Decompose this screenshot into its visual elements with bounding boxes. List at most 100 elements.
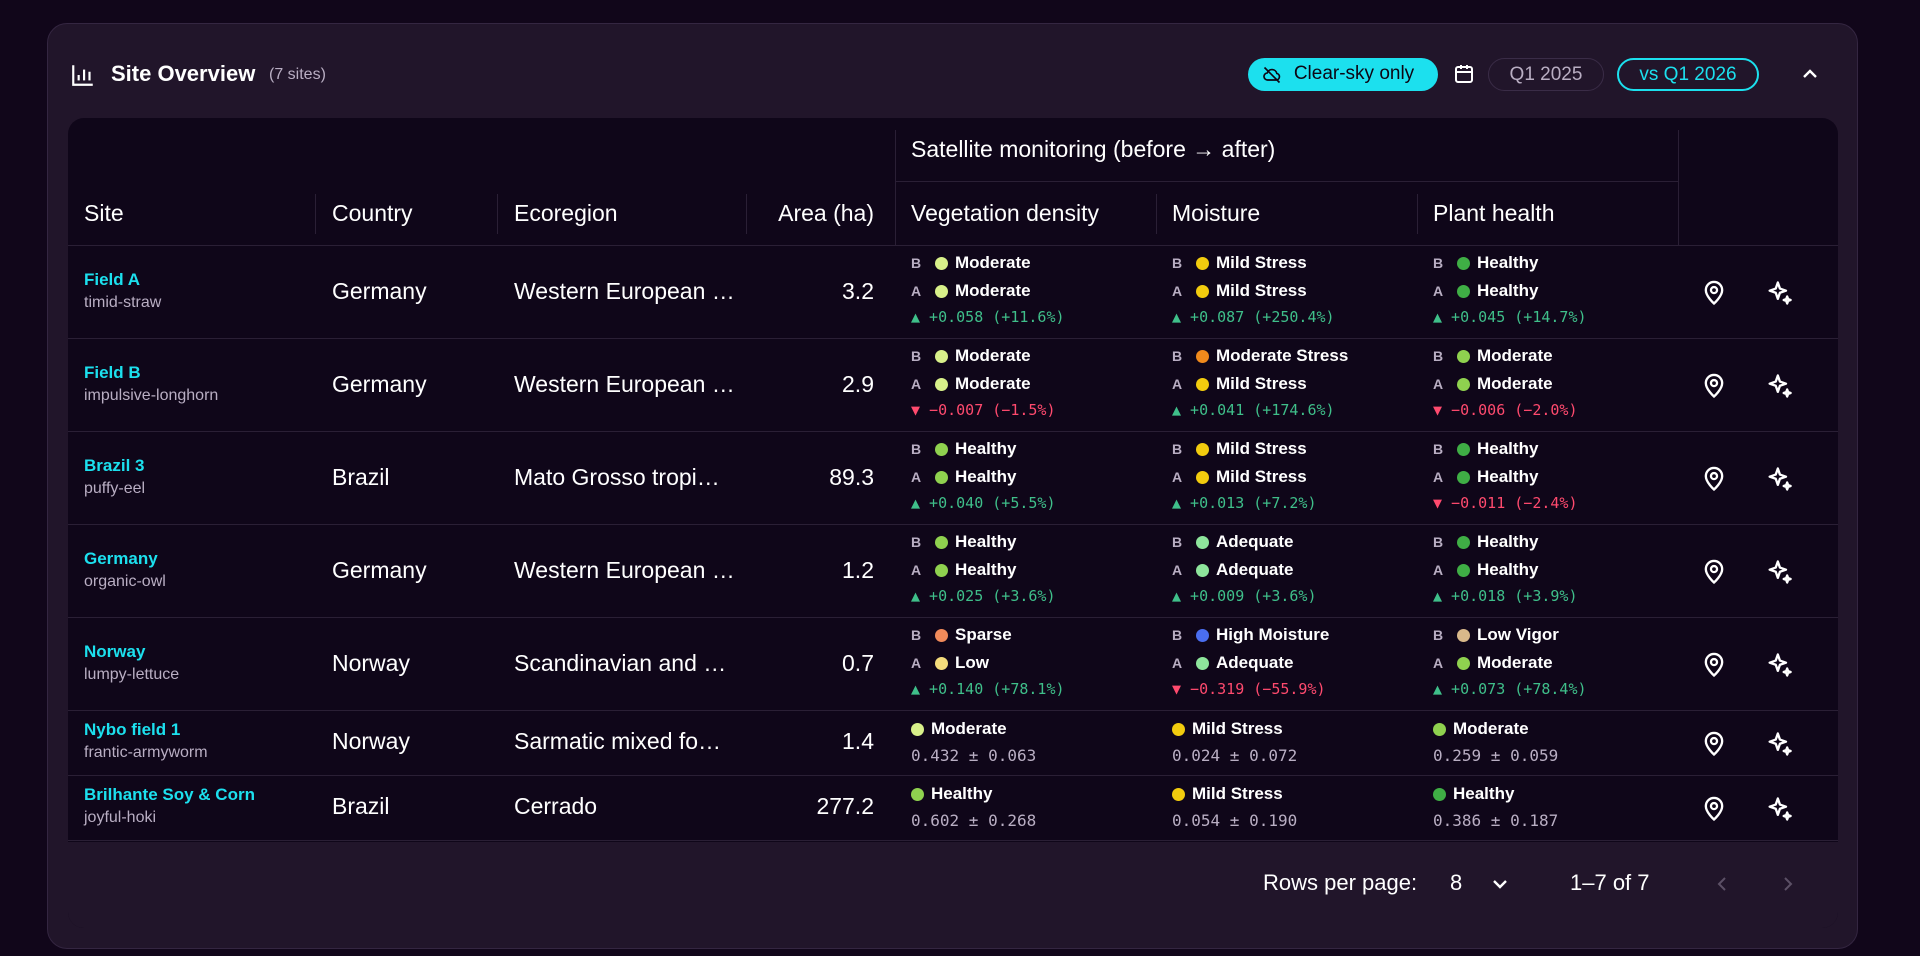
status-dot bbox=[1457, 563, 1470, 577]
status-dot bbox=[1172, 787, 1185, 801]
status-before: Healthy bbox=[1477, 253, 1539, 272]
status-dot bbox=[911, 787, 924, 801]
sparkles-icon[interactable] bbox=[1765, 558, 1793, 586]
site-name-link[interactable]: Field A bbox=[84, 270, 141, 289]
status-value: Mild Stress bbox=[1192, 784, 1283, 803]
sparkles-icon[interactable] bbox=[1765, 279, 1793, 307]
status-dot bbox=[1196, 470, 1209, 484]
status-before: Healthy bbox=[955, 532, 1017, 551]
index-value: 0.259 ± 0.059 bbox=[1433, 746, 1559, 765]
sparkles-icon[interactable] bbox=[1765, 795, 1793, 823]
status-value: Moderate bbox=[1453, 719, 1529, 738]
sparkles-icon[interactable] bbox=[1765, 730, 1793, 758]
delta-value: ▼ −0.011 (−2.4%) bbox=[1433, 494, 1578, 512]
status-dot bbox=[1457, 349, 1470, 363]
after-marker: A bbox=[911, 469, 922, 485]
after-marker: A bbox=[1433, 655, 1444, 671]
status-dot bbox=[935, 256, 948, 270]
site-name-link[interactable]: Field B bbox=[84, 363, 141, 382]
status-dot bbox=[1457, 470, 1470, 484]
status-dot bbox=[911, 722, 924, 736]
table-row[interactable]: Germany organic-owl Germany Western Europea… bbox=[68, 525, 1838, 618]
col-veg[interactable]: Vegetation density bbox=[911, 200, 1099, 226]
status-dot bbox=[935, 470, 948, 484]
cloud-off-icon bbox=[1263, 66, 1281, 84]
delta-value: ▲ +0.058 (+11.6%) bbox=[911, 308, 1065, 326]
table-row[interactable]: Field A timid-straw Germany Western Europea… bbox=[68, 246, 1838, 339]
map-pin-icon[interactable] bbox=[1700, 279, 1728, 307]
status-after: Mild Stress bbox=[1216, 281, 1307, 300]
status-dot bbox=[1457, 628, 1470, 642]
compare-chip[interactable]: vs Q1 2026 bbox=[1617, 58, 1759, 91]
index-value: 0.054 ± 0.190 bbox=[1172, 811, 1298, 830]
site-name-link[interactable]: Brazil 3 bbox=[84, 456, 145, 475]
status-dot bbox=[1457, 284, 1470, 298]
map-pin-icon[interactable] bbox=[1700, 795, 1728, 823]
site-slug: puffy-eel bbox=[84, 480, 146, 497]
period-chip[interactable]: Q1 2025 bbox=[1488, 58, 1604, 91]
status-dot bbox=[1196, 377, 1209, 391]
before-marker: B bbox=[911, 348, 922, 364]
country-cell: Brazil bbox=[332, 793, 390, 819]
ecoregion-cell: Cerrado bbox=[514, 793, 598, 819]
country-cell: Germany bbox=[332, 278, 427, 304]
chevron-up-icon[interactable] bbox=[1798, 62, 1822, 86]
status-before: Healthy bbox=[1477, 439, 1539, 458]
rows-per-page-select[interactable]: 8 bbox=[1450, 870, 1463, 895]
delta-value: ▲ +0.025 (+3.6%) bbox=[911, 587, 1056, 605]
col-moisture[interactable]: Moisture bbox=[1172, 200, 1261, 226]
status-value: Healthy bbox=[1453, 784, 1515, 803]
status-dot bbox=[935, 349, 948, 363]
table-row[interactable]: Field B impulsive-longhorn Germany Western … bbox=[68, 339, 1838, 432]
map-pin-icon[interactable] bbox=[1700, 651, 1728, 679]
clear-sky-toggle[interactable]: Clear-sky only bbox=[1248, 58, 1438, 91]
site-name-link[interactable]: Brilhante Soy & Corn bbox=[84, 785, 255, 804]
delta-value: ▲ +0.009 (+3.6%) bbox=[1172, 587, 1317, 605]
status-before: Sparse bbox=[955, 625, 1012, 644]
site-name-link[interactable]: Norway bbox=[84, 642, 146, 661]
chevron-left-icon[interactable] bbox=[1710, 872, 1734, 896]
status-dot bbox=[1196, 535, 1209, 549]
delta-value: ▲ +0.013 (+7.2%) bbox=[1172, 494, 1317, 512]
sparkles-icon[interactable] bbox=[1765, 372, 1793, 400]
after-marker: A bbox=[911, 283, 922, 299]
status-dot bbox=[935, 656, 948, 670]
before-marker: B bbox=[1172, 348, 1183, 364]
chevron-down-icon[interactable] bbox=[1488, 872, 1512, 896]
map-pin-icon[interactable] bbox=[1700, 372, 1728, 400]
status-dot bbox=[1433, 722, 1446, 736]
col-ecoregion[interactable]: Ecoregion bbox=[514, 200, 618, 226]
calendar-icon[interactable] bbox=[1452, 62, 1476, 86]
col-site[interactable]: Site bbox=[84, 200, 124, 226]
rows-per-page-label: Rows per page: bbox=[1263, 870, 1418, 895]
col-health[interactable]: Plant health bbox=[1433, 200, 1555, 226]
country-cell: Brazil bbox=[332, 464, 390, 490]
sparkles-icon[interactable] bbox=[1765, 651, 1793, 679]
ecoregion-cell: Mato Grosso tropi… bbox=[514, 464, 720, 490]
card-header: Site Overview (7 sites) Clear-sky only Q… bbox=[48, 24, 1857, 124]
status-after: Moderate bbox=[1477, 374, 1553, 393]
map-pin-icon[interactable] bbox=[1700, 558, 1728, 586]
table-row[interactable]: Norway lumpy-lettuce Norway Scandinavian an… bbox=[68, 618, 1838, 711]
status-after: Healthy bbox=[1477, 560, 1539, 579]
site-name-link[interactable]: Germany bbox=[84, 549, 158, 568]
table-row[interactable]: Nybo field 1 frantic-armyworm Norway Sarmat… bbox=[68, 711, 1838, 776]
status-after: Mild Stress bbox=[1216, 467, 1307, 486]
table-row[interactable]: Brilhante Soy & Corn joyful-hoki Brazil Cer… bbox=[68, 776, 1838, 841]
col-area[interactable]: Area (ha) bbox=[778, 200, 874, 226]
map-pin-icon[interactable] bbox=[1700, 465, 1728, 493]
status-dot bbox=[1457, 535, 1470, 549]
status-before: High Moisture bbox=[1216, 625, 1330, 644]
before-marker: B bbox=[911, 534, 922, 550]
col-country[interactable]: Country bbox=[332, 200, 413, 226]
table-row[interactable]: Brazil 3 puffy-eel Brazil Mato Grosso tropi… bbox=[68, 432, 1838, 525]
area-cell: 1.2 bbox=[842, 557, 874, 583]
delta-value: ▲ +0.073 (+78.4%) bbox=[1433, 680, 1587, 698]
site-name-link[interactable]: Nybo field 1 bbox=[84, 720, 181, 739]
sparkles-icon[interactable] bbox=[1765, 465, 1793, 493]
before-marker: B bbox=[1433, 348, 1444, 364]
map-pin-icon[interactable] bbox=[1700, 730, 1728, 758]
after-marker: A bbox=[1172, 376, 1183, 392]
delta-value: ▲ +0.140 (+78.1%) bbox=[911, 680, 1065, 698]
chevron-right-icon[interactable] bbox=[1776, 872, 1800, 896]
